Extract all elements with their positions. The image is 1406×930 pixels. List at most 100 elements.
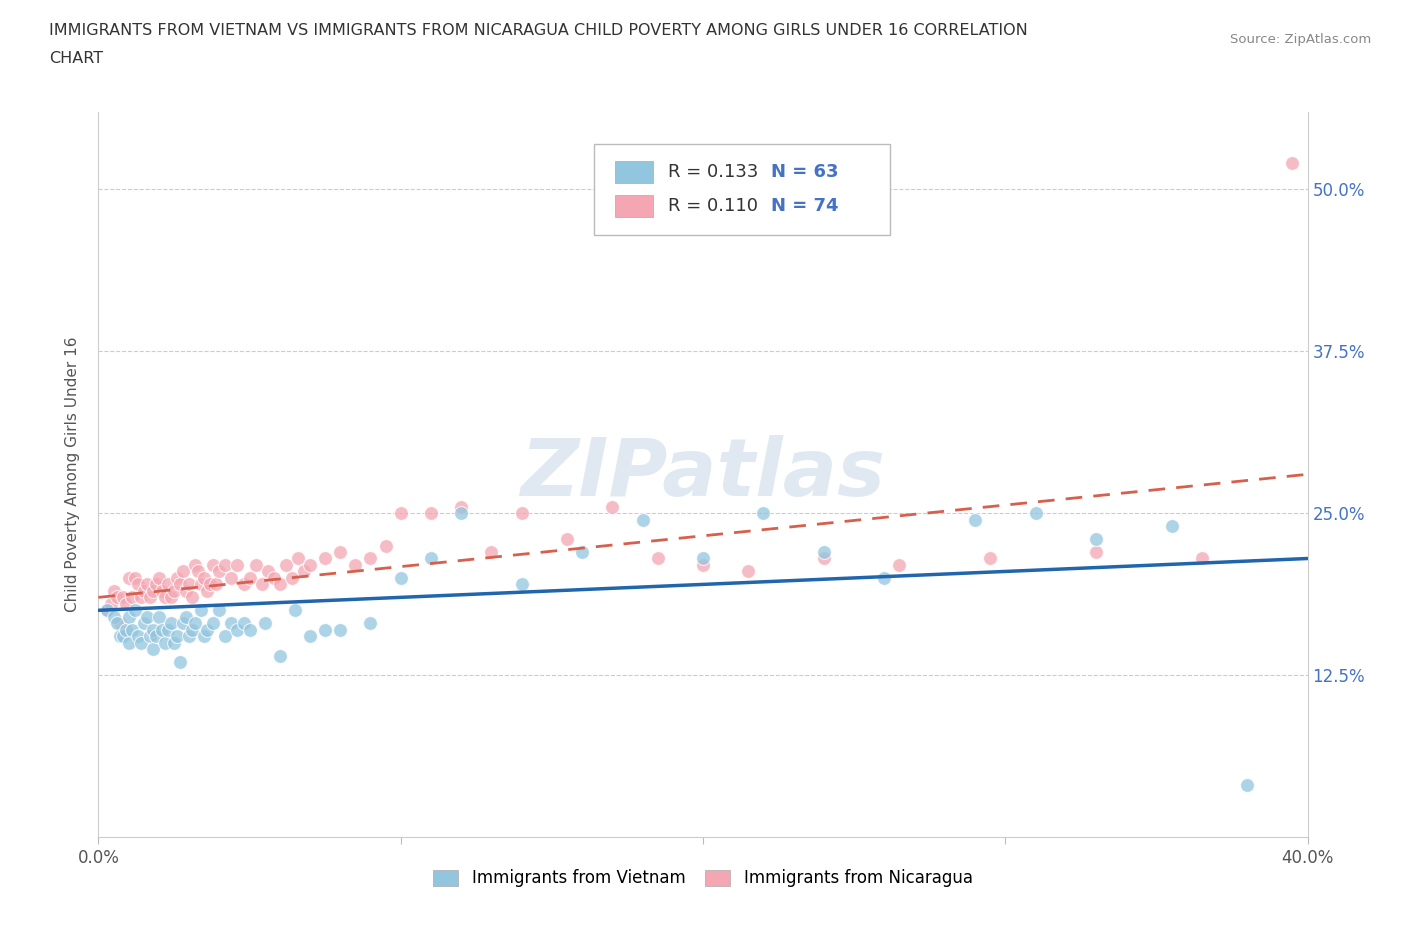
Point (179, 577, 201, 591)
Point (221, 570, 243, 585)
Point (889, 558, 911, 573)
Point (114, 622, 136, 637)
Point (1085, 532, 1108, 547)
Legend: Immigrants from Vietnam, Immigrants from Nicaragua: Immigrants from Vietnam, Immigrants from… (426, 863, 980, 894)
Text: R = 0.133: R = 0.133 (668, 163, 758, 180)
Text: IMMIGRANTS FROM VIETNAM VS IMMIGRANTS FROM NICARAGUA CHILD POVERTY AMONG GIRLS U: IMMIGRANTS FROM VIETNAM VS IMMIGRANTS FR… (49, 23, 1028, 38)
Point (979, 551, 1001, 566)
Text: N = 74: N = 74 (770, 197, 838, 215)
Point (450, 499, 472, 514)
Point (360, 616, 382, 631)
Point (208, 564, 231, 578)
Point (1024, 506, 1046, 521)
Text: R = 0.110: R = 0.110 (668, 197, 758, 215)
Point (571, 545, 593, 560)
Point (647, 551, 669, 566)
Point (184, 558, 207, 573)
Point (239, 622, 262, 637)
Point (163, 583, 186, 598)
Bar (614, 195, 654, 217)
Point (121, 590, 143, 604)
Point (263, 570, 285, 585)
Point (250, 577, 273, 591)
Point (813, 545, 835, 560)
Point (202, 616, 225, 631)
Point (631, 512, 654, 527)
Point (124, 570, 146, 585)
Point (169, 655, 191, 670)
Point (127, 577, 149, 591)
Point (360, 551, 382, 566)
Point (156, 577, 179, 591)
Point (284, 603, 307, 618)
Point (124, 603, 146, 618)
Point (253, 616, 276, 631)
Point (329, 545, 352, 560)
Point (221, 616, 243, 631)
Point (374, 538, 396, 553)
Point (214, 558, 236, 573)
Point (256, 564, 278, 578)
Point (226, 622, 249, 637)
Point (108, 629, 131, 644)
Point (269, 577, 291, 591)
Point (205, 577, 228, 591)
Point (965, 512, 987, 527)
Point (292, 564, 315, 578)
Point (96, 603, 118, 618)
Point (111, 590, 134, 604)
Point (108, 616, 131, 631)
Text: Source: ZipAtlas.com: Source: ZipAtlas.com (1230, 33, 1371, 46)
Point (1281, 156, 1303, 171)
Point (142, 622, 165, 637)
Point (148, 609, 170, 624)
Point (420, 506, 443, 521)
Point (179, 629, 201, 644)
Point (692, 558, 714, 573)
Point (105, 590, 128, 604)
Point (200, 577, 222, 591)
Point (752, 506, 775, 521)
Text: ZIPatlas: ZIPatlas (520, 435, 886, 513)
Point (190, 603, 212, 618)
Point (174, 583, 197, 598)
Point (181, 590, 204, 604)
Point (139, 629, 162, 644)
FancyBboxPatch shape (595, 144, 890, 235)
Point (287, 551, 309, 566)
Point (160, 616, 183, 631)
Point (314, 551, 336, 566)
Point (692, 551, 714, 566)
Bar (614, 161, 654, 182)
Point (139, 590, 162, 604)
Point (142, 583, 165, 598)
Point (105, 616, 128, 631)
Point (129, 590, 152, 604)
Point (172, 616, 194, 631)
Point (121, 622, 143, 637)
Point (169, 577, 191, 591)
Point (232, 577, 254, 591)
Point (314, 622, 336, 637)
Point (145, 629, 167, 644)
Text: CHART: CHART (49, 51, 103, 66)
Point (329, 622, 352, 637)
Point (450, 506, 472, 521)
Point (195, 622, 218, 637)
Point (245, 558, 267, 573)
Text: N = 63: N = 63 (770, 163, 838, 180)
Point (208, 603, 231, 618)
Point (160, 590, 183, 604)
Point (181, 622, 204, 637)
Point (103, 609, 125, 624)
Point (150, 583, 173, 598)
Point (232, 616, 254, 631)
Point (118, 609, 141, 624)
Point (174, 609, 197, 624)
Point (100, 596, 122, 611)
Point (481, 545, 503, 560)
Point (153, 590, 176, 604)
Point (135, 577, 157, 591)
Point (142, 642, 165, 657)
Point (96, 603, 118, 618)
